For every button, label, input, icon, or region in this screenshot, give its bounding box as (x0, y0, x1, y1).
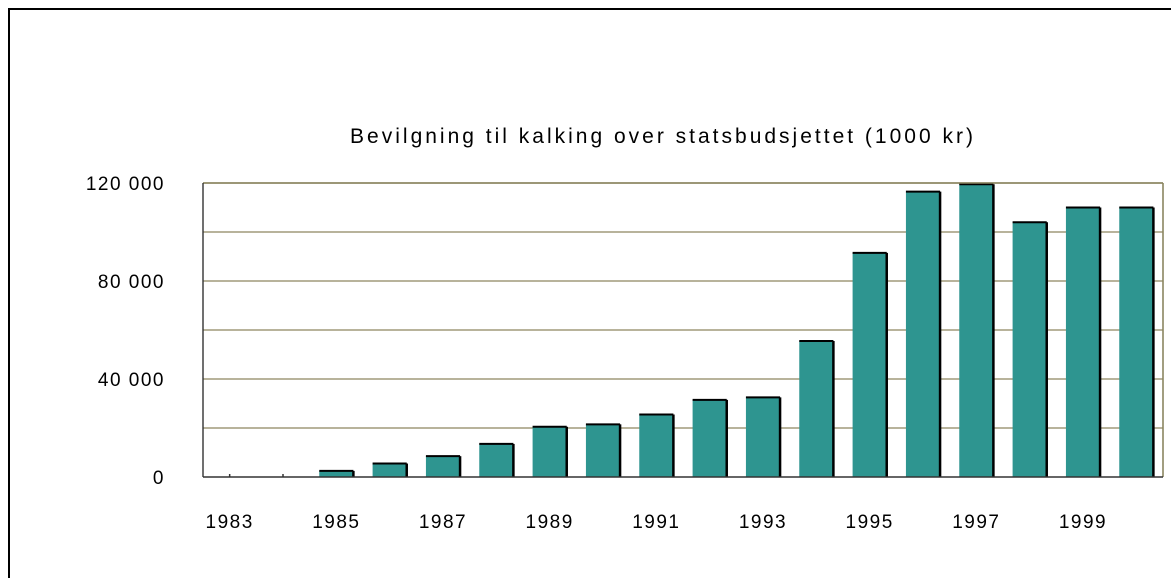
bar-fill (372, 463, 407, 477)
y-tick-label: 40 000 (98, 370, 165, 391)
x-tick-label: 1987 (419, 512, 467, 533)
bar (1012, 221, 1048, 477)
bar (639, 413, 675, 477)
bar-fill (1065, 207, 1101, 477)
bar (532, 425, 568, 477)
x-tick-labels: 1983 1985 1987 1989 1991 1993 1995 1997 1999 (206, 512, 1107, 533)
bar (692, 398, 728, 477)
bar (905, 190, 942, 477)
bar-fill (799, 341, 834, 477)
bar (479, 442, 515, 477)
x-tick-label: 1995 (846, 512, 894, 533)
bar-fill (585, 424, 621, 477)
axes (202, 182, 1164, 478)
x-tick-label: 1999 (1059, 512, 1107, 533)
bar (1065, 206, 1102, 477)
bar (319, 469, 355, 477)
y-tick-label: 120 000 (86, 174, 165, 195)
x-tick-label: 1983 (206, 512, 254, 533)
bar-fill (905, 191, 941, 477)
figure-frame (8, 8, 1171, 578)
chart-title: Bevilgning til kalking over statsbudsjet… (350, 125, 976, 148)
x-tick-label: 1997 (952, 512, 1000, 533)
bar-fill (319, 470, 354, 477)
x-tick-label: 1989 (526, 512, 574, 533)
bar (372, 462, 408, 477)
bar (959, 183, 995, 477)
bar (799, 340, 835, 477)
y-tick-labels: 0 40 000 80 000 120 000 (86, 174, 165, 489)
x-tick-label: 1991 (632, 512, 680, 533)
bar-fill (1012, 222, 1047, 477)
bar (745, 396, 782, 477)
x-tick-label: 1993 (739, 512, 787, 533)
bar (1119, 206, 1155, 477)
bar-fill (479, 443, 514, 477)
bar-fill (852, 252, 887, 477)
bar (852, 251, 888, 477)
y-tick-label: 80 000 (98, 272, 165, 293)
bar-fill (1119, 207, 1154, 477)
bar-fill (745, 397, 781, 477)
bar-fill (639, 414, 674, 477)
bar (425, 455, 462, 477)
bar-fill (692, 399, 727, 477)
bar-fill (425, 456, 461, 477)
bar (585, 423, 622, 477)
bar-fill (959, 184, 994, 477)
bars (228, 183, 1155, 477)
bar-fill (532, 426, 567, 477)
y-tick-label: 0 (153, 468, 165, 489)
x-tick-label: 1985 (312, 512, 360, 533)
